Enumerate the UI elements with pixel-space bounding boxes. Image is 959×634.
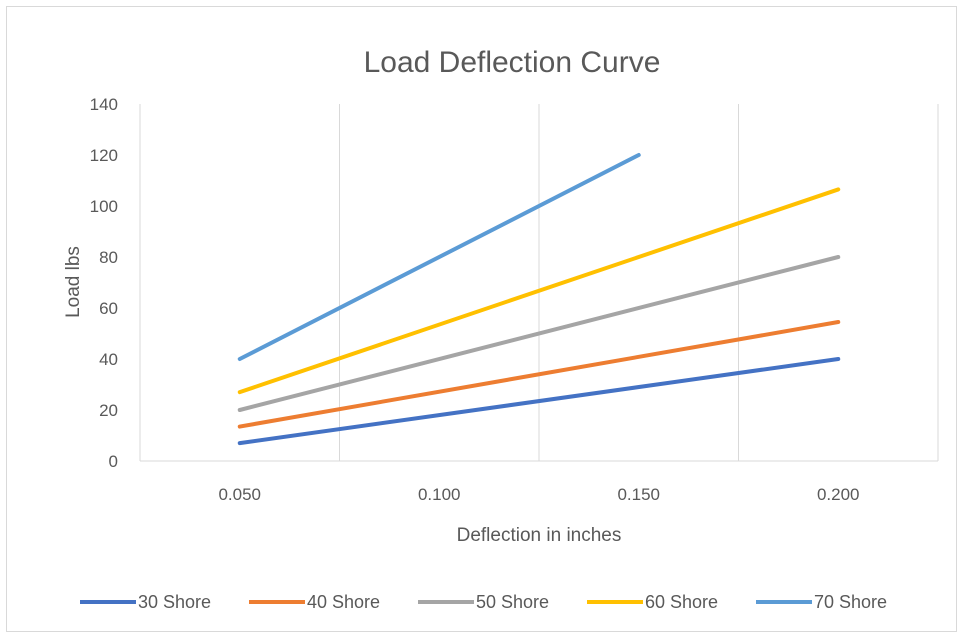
series-line [237,153,641,361]
x-tick-label: 0.100 [418,485,461,504]
x-tick-label: 0.200 [817,485,860,504]
series-line [237,255,841,412]
y-tick-label: 140 [90,95,118,114]
x-tick-label: 0.150 [617,485,660,504]
series-line [237,187,841,395]
y-tick-label: 80 [99,248,118,267]
series-lines [237,153,841,446]
series-line [237,320,841,429]
legend-label: 50 Shore [476,592,549,612]
legend-label: 60 Shore [645,592,718,612]
y-tick-label: 40 [99,350,118,369]
legend-label: 30 Shore [138,592,211,612]
legend-label: 40 Shore [307,592,380,612]
legend-label: 70 Shore [814,592,887,612]
y-tick-label: 120 [90,146,118,165]
x-axis-ticks: 0.050 0.100 0.150 0.200 [218,485,859,504]
chart-area [6,6,957,632]
y-tick-label: 100 [90,197,118,216]
legend: 30 Shore 40 Shore 50 Shore 60 Shore 70 Shore [80,592,887,612]
y-tick-label: 0 [109,452,118,471]
x-axis-label: Deflection in inches [457,525,622,546]
series-line [237,357,841,446]
y-tick-label: 20 [99,401,118,420]
x-tick-label: 0.050 [218,485,261,504]
chart-title: Load Deflection Curve [364,46,661,79]
y-axis-ticks: 0 20 40 60 80 100 120 140 [90,95,118,471]
y-tick-label: 60 [99,299,118,318]
gridlines [139,104,939,461]
y-axis-label: Load lbs [63,246,84,318]
